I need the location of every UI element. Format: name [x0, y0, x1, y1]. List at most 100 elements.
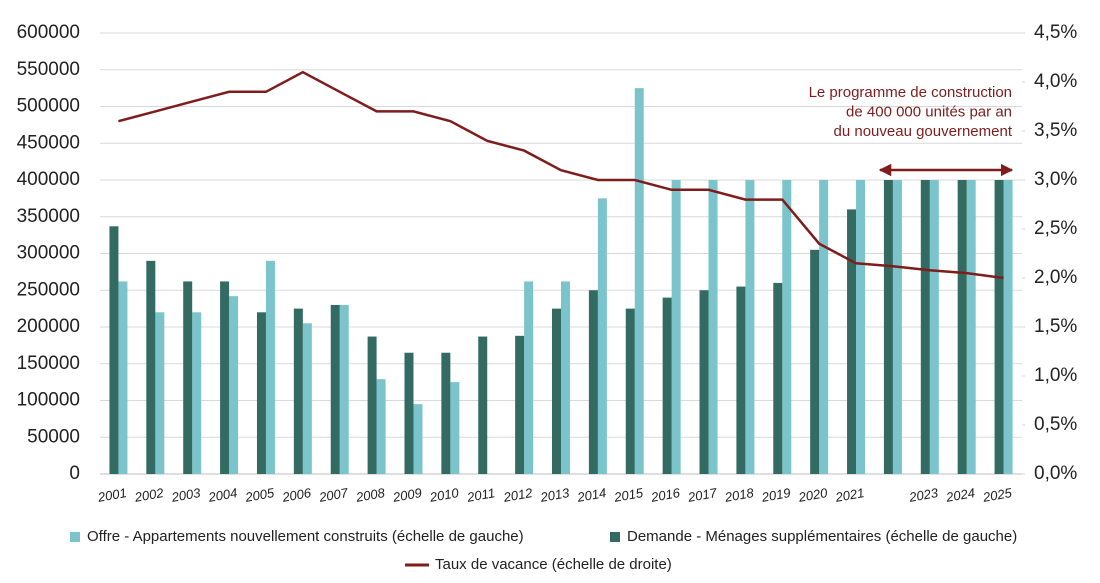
y2-tick-label: 3,0%	[1034, 169, 1077, 190]
bar	[478, 336, 488, 474]
y-tick-label: 350000	[17, 206, 80, 227]
bar	[920, 180, 930, 474]
bar	[561, 281, 570, 474]
x-tick-label: 2006	[280, 485, 313, 505]
y2-tick-label: 1,0%	[1034, 365, 1077, 386]
bar	[892, 180, 902, 474]
bar	[957, 180, 967, 474]
y-tick-label: 150000	[17, 353, 80, 374]
bar	[265, 260, 275, 474]
bar	[339, 304, 349, 474]
y-tick-label: 0	[69, 463, 80, 484]
x-tick-label: 2015	[612, 485, 645, 505]
x-tick-label: 2025	[981, 485, 1014, 505]
bar	[782, 180, 792, 474]
annotation: Le programme de construction	[809, 84, 1012, 101]
bar	[929, 180, 939, 474]
bar	[625, 308, 635, 474]
legend-swatch	[610, 532, 620, 542]
x-tick-label: 2007	[317, 485, 350, 505]
bar	[183, 281, 193, 474]
x-tick-label: 2014	[575, 485, 607, 505]
y2-tick-label: 3,5%	[1034, 120, 1077, 141]
x-tick-label: 2005	[243, 485, 276, 505]
x-tick-label: 2012	[501, 485, 534, 505]
x-tick-label: 2011	[465, 485, 496, 505]
bar	[155, 312, 165, 474]
bar	[302, 323, 312, 474]
y2-tick-label: 0,5%	[1034, 414, 1077, 435]
bar	[146, 260, 156, 474]
y2-tick-label: 1,5%	[1034, 316, 1077, 337]
line	[118, 70, 1004, 280]
annotation: du nouveau gouvernement	[834, 123, 1013, 140]
bar	[367, 336, 377, 474]
y-tick-label: 100000	[17, 390, 80, 411]
bar	[597, 198, 607, 474]
y-tick-label: 200000	[17, 316, 80, 337]
bar	[515, 335, 525, 474]
y2-tick-label: 0,0%	[1034, 463, 1077, 484]
x-tick-label: 2002	[133, 485, 166, 505]
bar	[736, 286, 746, 474]
bar	[413, 404, 423, 474]
bar	[662, 297, 672, 474]
bar	[376, 379, 386, 474]
bar	[404, 352, 414, 474]
y-tick-label: 250000	[17, 279, 80, 300]
bar	[118, 281, 128, 474]
x-tick-label: 2017	[686, 485, 719, 505]
x-tick-label: 2020	[796, 485, 829, 505]
x-tick-label: 2009	[391, 485, 423, 505]
bar	[847, 209, 857, 474]
bar	[293, 308, 303, 474]
x-tick-label: 2013	[538, 485, 571, 505]
y2-tick-label: 2,5%	[1034, 218, 1077, 239]
x-tick-label: 2001	[96, 485, 128, 505]
x-tick-label: 2021	[833, 485, 865, 505]
legend-swatch	[70, 532, 80, 542]
y2-tick-label: 2,0%	[1034, 267, 1077, 288]
x-tick-label: 2008	[354, 485, 387, 505]
y-tick-label: 600000	[17, 22, 80, 43]
bar	[773, 282, 783, 474]
y-tick-label: 50000	[27, 426, 80, 447]
bar	[699, 290, 709, 474]
bar	[441, 352, 451, 474]
x-tick-label: 2018	[723, 485, 756, 505]
bar	[524, 281, 534, 474]
bar	[883, 180, 893, 474]
bar	[450, 382, 460, 474]
bar	[220, 281, 230, 474]
y-tick-label: 450000	[17, 132, 80, 153]
y-tick-label: 300000	[17, 243, 80, 264]
x-tick-label: 2010	[428, 485, 461, 505]
x-tick-label: 2023	[907, 485, 940, 505]
bar	[588, 290, 598, 474]
bar	[745, 180, 755, 474]
bar	[552, 308, 561, 474]
x-tick-label: 2019	[760, 485, 792, 505]
bar	[330, 304, 340, 474]
bar	[819, 180, 829, 474]
bar	[810, 249, 820, 474]
bar	[109, 226, 119, 474]
bar	[634, 88, 644, 474]
bar	[229, 296, 239, 474]
x-tick-label: 2003	[169, 485, 202, 505]
bar	[856, 180, 866, 474]
bar	[671, 180, 681, 474]
legend-label: Demande - Ménages supplémentaires (échel…	[627, 528, 1017, 545]
bar	[1003, 180, 1013, 474]
y-tick-label: 550000	[17, 59, 80, 80]
legend-label: Offre - Appartements nouvellement constr…	[87, 528, 524, 545]
y-tick-label: 400000	[17, 169, 80, 190]
annotation: de 400 000 unités par an	[846, 103, 1012, 120]
x-tick-label: 2004	[206, 485, 238, 505]
x-tick-label: 2024	[944, 485, 976, 505]
bar	[256, 312, 266, 474]
x-tick-label: 2016	[649, 485, 682, 505]
legend-label: Taux de vacance (échelle de droite)	[435, 556, 672, 573]
y2-tick-label: 4,5%	[1034, 22, 1077, 43]
